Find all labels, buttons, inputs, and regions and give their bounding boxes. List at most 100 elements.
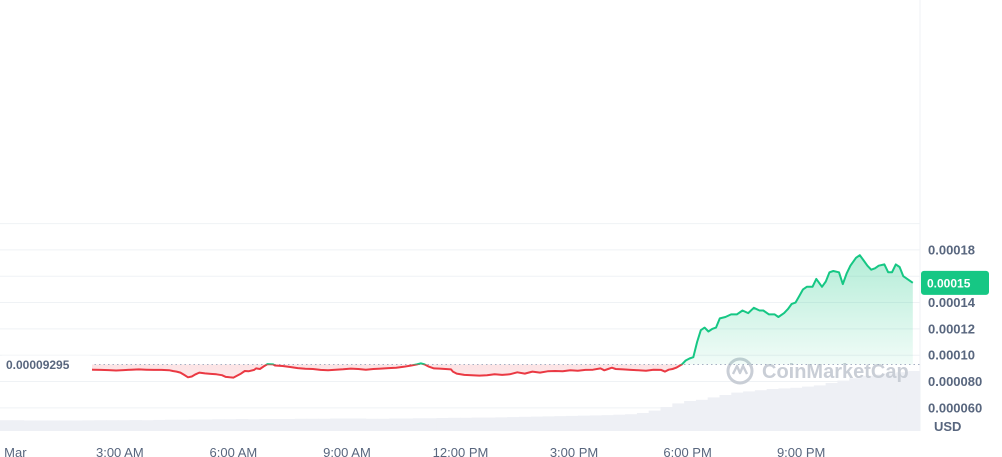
grid-lines <box>0 0 921 431</box>
volume-bar <box>365 418 378 431</box>
volume-bar <box>695 399 709 431</box>
volume-bar <box>82 420 95 431</box>
volume-bar <box>471 417 485 431</box>
volume-bar <box>377 418 390 431</box>
current-price-value: 0.00015 <box>927 276 971 290</box>
volume-bar <box>766 389 779 431</box>
volume-bar <box>165 419 178 431</box>
volume-bar <box>495 417 508 431</box>
volume-bar <box>648 410 662 431</box>
volume-bar <box>884 373 897 431</box>
x-tick-label: 6:00 AM <box>210 445 258 457</box>
volume-bar <box>342 418 355 431</box>
x-tick-label: 3:00 AM <box>96 445 144 457</box>
volume-bar <box>424 418 437 431</box>
volume-bar <box>684 401 697 431</box>
price-line-down <box>10 364 684 379</box>
volume-bar <box>566 415 579 431</box>
volume-bar <box>224 419 237 431</box>
x-tick-label: 12:00 PM <box>433 445 489 457</box>
volume-bar <box>200 419 213 431</box>
volume-bar <box>23 420 36 431</box>
volume-bar <box>176 419 190 431</box>
volume-bar <box>153 419 166 431</box>
price-line-up <box>264 254 914 365</box>
reference-price-label: 0.00009295 <box>0 355 92 374</box>
volume-bar <box>47 420 60 431</box>
volume-bar <box>813 385 827 431</box>
volume-bar <box>518 416 532 431</box>
volume-bar <box>778 388 791 431</box>
coinmarketcap-logo-mark <box>731 364 749 375</box>
y-tick-label: 0.000080 <box>928 374 982 389</box>
volume-bar <box>94 420 107 431</box>
volume-bar <box>271 419 284 431</box>
volume-bar <box>306 418 319 431</box>
volume-bar <box>412 418 426 431</box>
volume-bar <box>448 417 461 431</box>
y-axis: 0.00018 0.00014 0.00012 0.00010 0.000080 0.00… <box>928 242 982 415</box>
volume-bar <box>294 418 308 431</box>
x-tick-label: 9:00 AM <box>323 445 371 457</box>
y-tick-label: 0.00010 <box>928 348 975 363</box>
volume-bars <box>0 371 921 431</box>
volume-bar <box>483 417 496 431</box>
volume-bar <box>188 419 202 431</box>
x-axis: 12 Mar 3:00 AM 6:00 AM 9:00 AM 12:00 PM 3:00 … <box>0 445 825 457</box>
price-area-down <box>10 364 913 378</box>
volume-bar <box>589 415 603 431</box>
volume-bar <box>872 374 886 431</box>
volume-bar <box>106 420 119 431</box>
volume-bar <box>235 419 249 431</box>
volume-bar <box>554 416 567 431</box>
y-tick-label: 0.00018 <box>928 242 975 257</box>
volume-bar <box>58 420 72 431</box>
volume-bar <box>908 371 921 431</box>
volume-bar <box>861 375 874 431</box>
volume-bar <box>129 420 143 431</box>
volume-bar <box>636 413 650 431</box>
price-line <box>10 254 914 379</box>
volume-bar <box>247 419 260 431</box>
volume-bar <box>896 372 909 431</box>
volume-bar <box>11 420 25 431</box>
volume-bar <box>837 380 850 431</box>
y-tick-label: 0.00014 <box>928 295 976 310</box>
price-area-up <box>266 255 913 365</box>
volume-bar <box>460 417 473 431</box>
volume-bar <box>141 420 154 431</box>
volume-bar <box>0 420 13 431</box>
volume-bar <box>625 414 638 431</box>
volume-bar <box>117 420 131 431</box>
volume-bar <box>743 391 756 431</box>
volume-bar <box>353 418 367 431</box>
volume-bar <box>70 420 84 431</box>
volume-bar <box>530 416 544 431</box>
watermark-text: CoinMarketCap <box>762 361 909 383</box>
currency-label: USD <box>934 419 961 434</box>
x-tick-label: 6:00 PM <box>663 445 711 457</box>
x-tick-label: 12 Mar <box>0 445 27 457</box>
volume-bar <box>212 419 225 431</box>
volume-bar <box>601 415 614 431</box>
volume-bar <box>318 418 331 431</box>
x-tick-label: 9:00 PM <box>777 445 825 457</box>
volume-bar <box>849 378 862 431</box>
reference-price-value: 0.00009295 <box>6 358 70 372</box>
volume-bar <box>436 418 449 431</box>
volume-bar <box>389 418 402 431</box>
volume-bar <box>719 395 732 431</box>
volume-bar <box>825 383 838 431</box>
volume-bar <box>754 390 768 431</box>
y-tick-label: 0.000060 <box>928 400 982 415</box>
volume-bar <box>35 420 48 431</box>
volume-bar <box>330 418 343 431</box>
volume-bar <box>731 392 744 431</box>
volume-bar <box>507 417 520 431</box>
volume-bar <box>672 403 685 431</box>
y-tick-label: 0.00012 <box>928 321 975 336</box>
volume-bar <box>259 419 272 431</box>
volume-bar <box>577 415 591 431</box>
volume-bar <box>707 397 720 431</box>
volume-bar <box>401 418 414 431</box>
